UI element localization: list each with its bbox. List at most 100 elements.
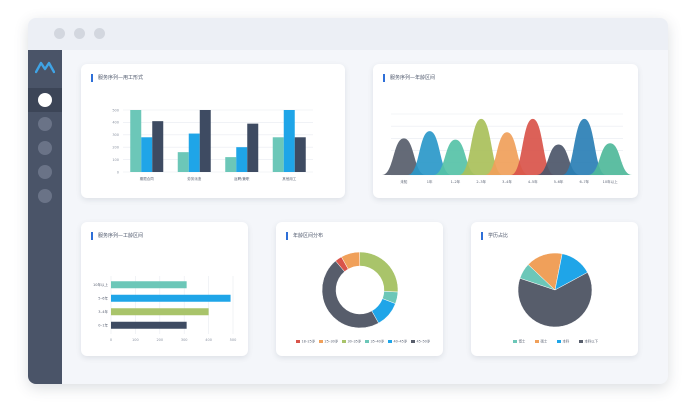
x-tick-label: 其他用工: [282, 176, 296, 181]
card-title-tenure: 服务序列—工龄区间: [91, 232, 143, 240]
bar: [111, 308, 209, 316]
sidebar-item-1[interactable]: [38, 93, 52, 107]
legend-swatch: [296, 340, 300, 343]
x-tick-label: 未知: [400, 179, 408, 184]
card-education: 学历占比 博士 硕士 本科 本科以下: [471, 222, 638, 356]
bar: [283, 110, 295, 172]
bar: [152, 121, 164, 172]
close-window-button[interactable]: [54, 28, 65, 39]
x-tick-label: 10年以上: [603, 179, 618, 184]
legend-label: 35–40岁: [371, 339, 385, 344]
brand-logo-icon[interactable]: [35, 60, 55, 74]
x-tick-label: 1年: [427, 179, 433, 184]
chart-age: 未知 1年 1–2年 2–3年 3–4年 4–5年 5–6年 6–7年 10年以上: [381, 113, 633, 184]
y-tick-label: 0–1年: [98, 322, 108, 327]
sidebar-item-2[interactable]: [38, 117, 52, 131]
chart-employment: 0 100 200 300 400 500 期限合同 劳务派遣 返聘/兼职 其他用工: [112, 108, 313, 181]
chart-education: 博士 硕士 本科 本科以下: [513, 252, 599, 344]
bar: [294, 137, 306, 172]
x-tick-label: 1–2年: [451, 179, 461, 184]
y-tick-label: 200: [112, 146, 119, 150]
legend-swatch: [557, 340, 561, 343]
legend-label: 40–45岁: [394, 339, 408, 344]
x-tick-label: 5–6年: [554, 179, 564, 184]
x-tick-label: 3–4年: [502, 179, 512, 184]
bar: [236, 147, 248, 172]
y-tick-label: 3–4年: [98, 309, 108, 314]
y-tick-label: 500: [112, 108, 119, 112]
legend-swatch: [388, 340, 392, 343]
area-peak: [459, 118, 504, 175]
area-peak: [485, 132, 529, 175]
legend-swatch: [411, 340, 415, 343]
legend-label: 18–25岁: [302, 339, 316, 344]
y-tick-label: 400: [112, 121, 119, 125]
x-tick-label: 500: [230, 338, 237, 342]
bar: [111, 321, 187, 329]
card-title-age-dist: 年龄区间分布: [286, 232, 323, 240]
pie-slice: [517, 272, 593, 328]
legend-label: 硕士: [541, 339, 548, 344]
bar: [111, 294, 231, 302]
legend-label: 25–30岁: [325, 339, 339, 344]
x-tick-label: 2–3年: [476, 179, 486, 184]
legend-swatch: [365, 340, 369, 343]
x-tick-label: 100: [132, 338, 139, 342]
y-tick-label: 300: [112, 133, 119, 137]
sidebar: [28, 50, 62, 384]
card-age-dist: 年龄区间分布 18–25岁 25–30岁 30–35岁 35–40岁 40–45岁 45–…: [276, 222, 443, 356]
card-title-employment: 服务序列—用工形式: [91, 74, 143, 82]
card-tenure: 服务序列—工龄区间 0 100 200 300 400 500 10年以上 5–6年 3–4年 0…: [81, 222, 248, 356]
legend-swatch: [513, 340, 517, 343]
area-peak: [510, 118, 555, 175]
y-tick-label: 5–6年: [98, 295, 108, 300]
bar: [177, 152, 189, 172]
bar: [199, 110, 211, 172]
x-tick-label: 期限合同: [140, 176, 154, 181]
area-peak: [562, 118, 607, 175]
sidebar-item-3[interactable]: [38, 141, 52, 155]
legend-label: 45–50岁: [417, 339, 431, 344]
area-peak: [407, 131, 452, 175]
bar: [272, 137, 284, 172]
legend-label: 本科以下: [585, 339, 599, 344]
bar: [247, 123, 259, 172]
card-title-education: 学历占比: [481, 232, 508, 240]
card-age: 服务序列—年龄区间 未知 1年 1–2年 2–3年 3–4年 4–5年 5–6年 6–7年 10…: [373, 64, 638, 198]
y-tick-label: 0: [117, 170, 119, 174]
x-tick-label: 劳务派遣: [187, 176, 201, 181]
legend-swatch: [342, 340, 346, 343]
legend-swatch: [579, 340, 583, 343]
card-employment: 服务序列—用工形式 0 100 200 300 400 500 期限合同 劳务派遣 返聘/兼职 其…: [81, 64, 345, 198]
chart-age-dist: 18–25岁 25–30岁 30–35岁 35–40岁 40–45岁 45–50岁: [296, 251, 431, 344]
area-peak: [588, 143, 633, 175]
pie-slice: [321, 260, 379, 329]
pie-slice: [359, 251, 399, 293]
y-tick-label: 10年以上: [93, 282, 108, 287]
x-tick-label: 300: [181, 338, 188, 342]
legend-swatch: [535, 340, 539, 343]
x-tick-label: 6–7年: [579, 179, 589, 184]
legend-swatch: [319, 340, 323, 343]
app-window: 服务序列—用工形式 0 100 200 300 400 500 期限合同 劳务派遣 返聘/兼职 其…: [28, 18, 668, 384]
sidebar-item-4[interactable]: [38, 165, 52, 179]
bar: [225, 157, 237, 172]
bar: [111, 281, 187, 289]
sidebar-item-5[interactable]: [38, 189, 52, 203]
legend-label: 30–35岁: [348, 339, 362, 344]
chart-tenure: 0 100 200 300 400 500 10年以上 5–6年 3–4年 0–1年: [93, 276, 237, 342]
minimize-window-button[interactable]: [74, 28, 85, 39]
bar: [130, 110, 142, 172]
x-tick-label: 400: [205, 338, 212, 342]
card-title-age: 服务序列—年龄区间: [383, 74, 435, 82]
legend-label: 本科: [563, 339, 570, 344]
legend-label: 博士: [519, 339, 526, 344]
maximize-window-button[interactable]: [94, 28, 105, 39]
x-tick-label: 0: [110, 338, 112, 342]
bar: [188, 133, 200, 172]
y-tick-label: 100: [112, 158, 119, 162]
area-peak: [381, 138, 426, 175]
title-bar: [28, 18, 668, 50]
bar: [141, 137, 153, 172]
x-tick-label: 返聘/兼职: [234, 176, 250, 181]
